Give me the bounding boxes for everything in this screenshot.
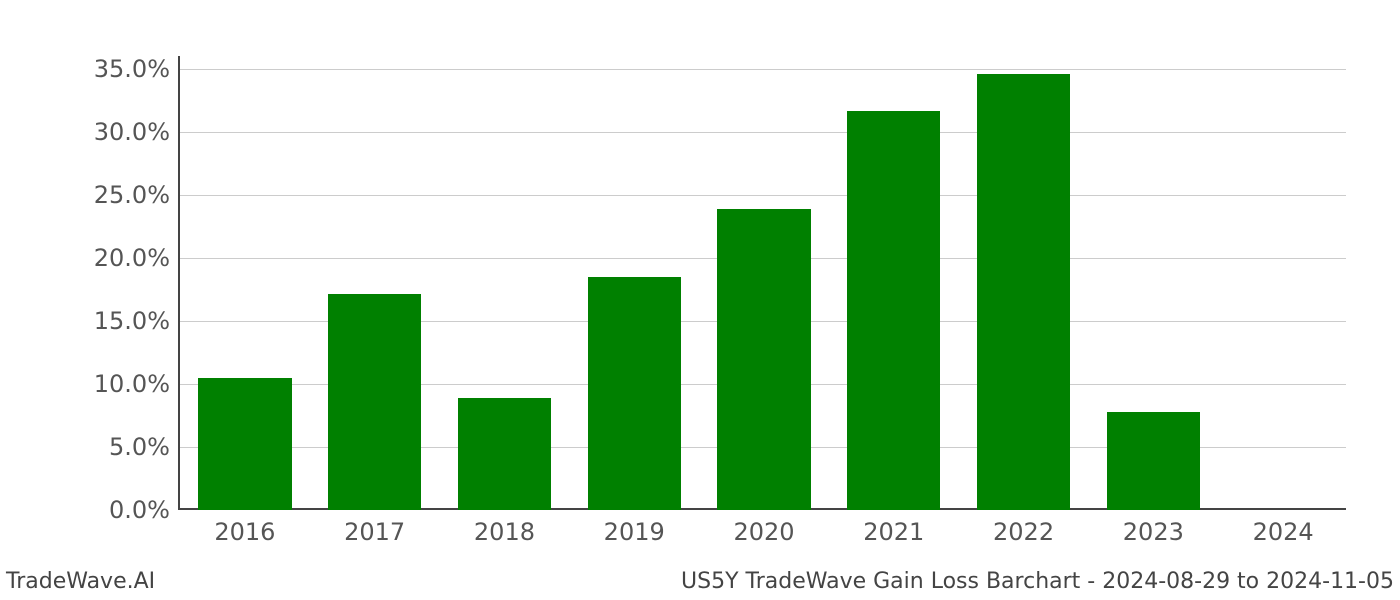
x-tick-label: 2019 [604, 508, 665, 546]
x-tick-label: 2023 [1123, 508, 1184, 546]
footer-right-text: US5Y TradeWave Gain Loss Barchart - 2024… [681, 569, 1394, 594]
x-tick-label: 2022 [993, 508, 1054, 546]
bar [847, 111, 940, 510]
y-tick-label: 20.0% [94, 244, 180, 272]
x-tick-label: 2021 [863, 508, 924, 546]
x-tick-label: 2020 [733, 508, 794, 546]
bar [198, 378, 291, 510]
y-tick-label: 35.0% [94, 55, 180, 83]
x-tick-label: 2024 [1253, 508, 1314, 546]
y-tick-label: 10.0% [94, 370, 180, 398]
gridline [180, 132, 1346, 133]
bar [977, 74, 1070, 510]
bar [588, 277, 681, 510]
y-tick-label: 25.0% [94, 181, 180, 209]
bar [328, 294, 421, 510]
y-tick-label: 0.0% [109, 496, 180, 524]
x-tick-label: 2016 [214, 508, 275, 546]
x-tick-label: 2017 [344, 508, 405, 546]
gridline [180, 69, 1346, 70]
x-tick-label: 2018 [474, 508, 535, 546]
y-tick-label: 5.0% [109, 433, 180, 461]
bar [717, 209, 810, 510]
chart-stage: 0.0% 5.0% 10.0% 15.0% 20.0% 25.0% 30.0% 35.0% 20… [0, 0, 1400, 600]
footer-left-text: TradeWave.AI [6, 569, 155, 594]
bar [1107, 412, 1200, 510]
y-tick-label: 15.0% [94, 307, 180, 335]
gridline [180, 195, 1346, 196]
plot-area: 0.0%5.0%10.0%15.0%20.0%25.0%30.0%35.0%20… [178, 56, 1346, 510]
y-tick-label: 30.0% [94, 118, 180, 146]
bar [458, 398, 551, 510]
